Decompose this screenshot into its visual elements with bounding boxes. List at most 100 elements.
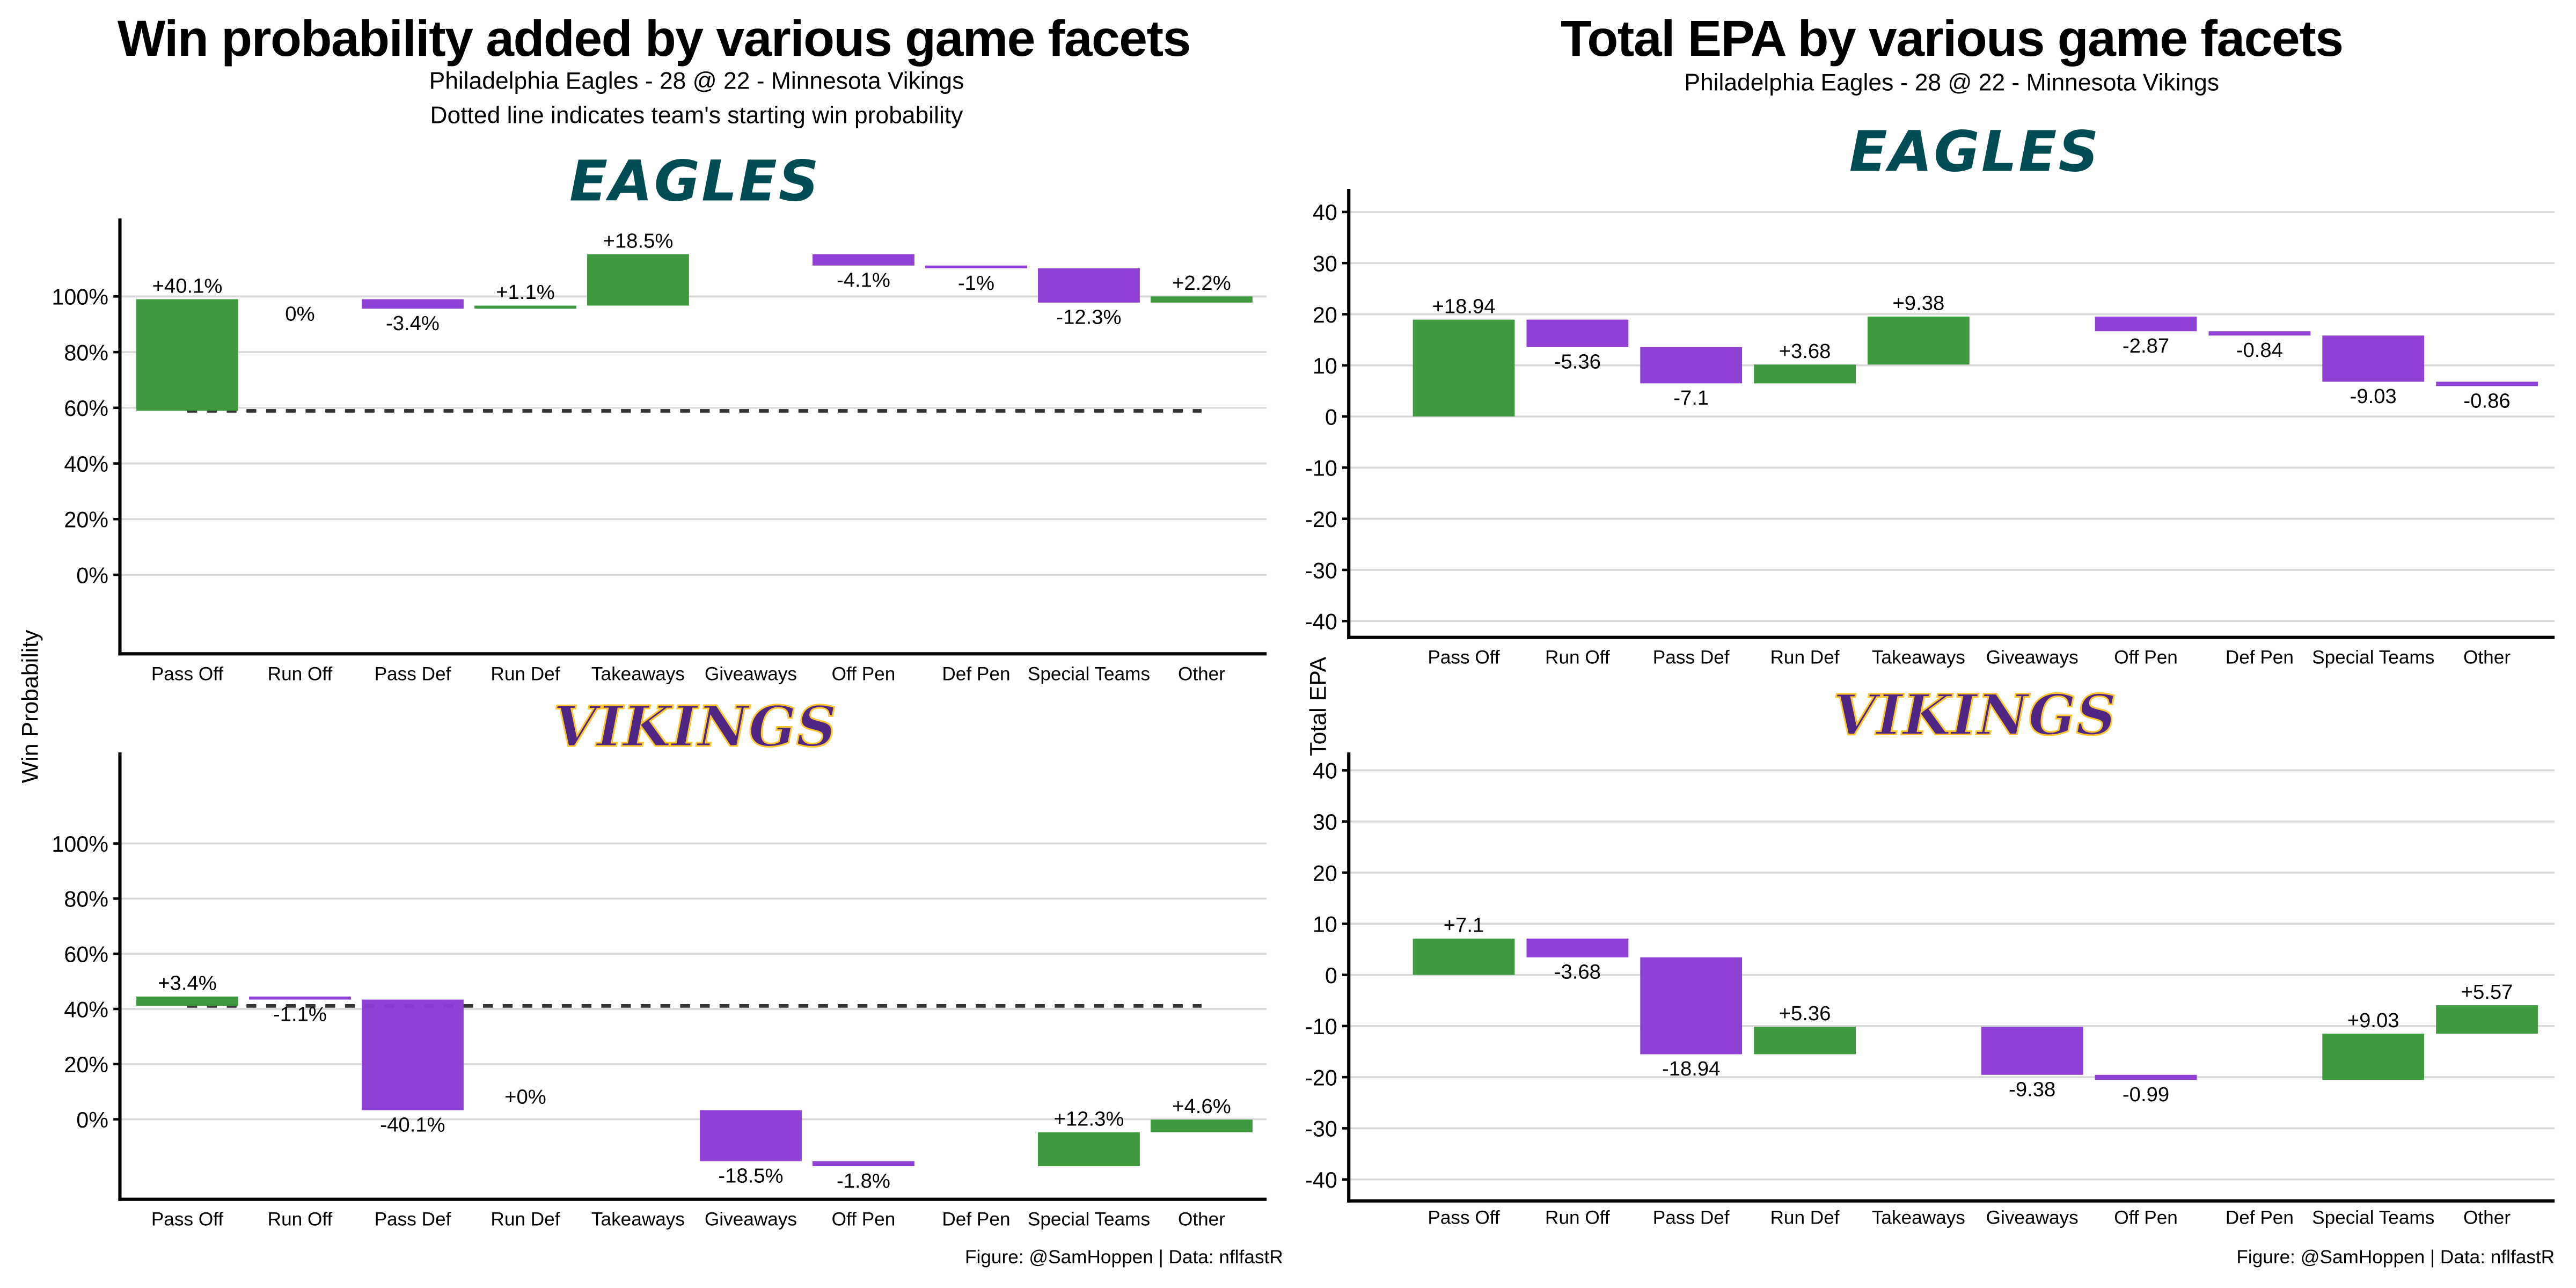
y-tick-label: -30 bbox=[1305, 558, 1337, 583]
x-tick-label: Pass Off bbox=[1428, 647, 1500, 668]
bar-value-label: -0.84 bbox=[2236, 339, 2283, 362]
bar-value-label: +1.1% bbox=[496, 281, 555, 304]
waterfall-bar bbox=[1038, 268, 1140, 303]
x-tick-label: Off Pen bbox=[832, 1209, 896, 1230]
bar-value-label: +0% bbox=[504, 1085, 546, 1108]
y-tick-label: 30 bbox=[1313, 810, 1337, 835]
y-tick-label: 20 bbox=[1313, 303, 1337, 327]
x-tick-label: Pass Off bbox=[151, 1209, 224, 1230]
x-tick-label: Giveaways bbox=[1986, 647, 2079, 668]
waterfall-bar bbox=[1038, 1132, 1140, 1166]
waterfall-bar bbox=[813, 1161, 914, 1166]
x-tick-label: Takeaways bbox=[591, 663, 685, 684]
y-tick-label: 10 bbox=[1313, 912, 1337, 937]
x-tick-label: Other bbox=[2463, 1208, 2511, 1228]
y-tick-label: 40% bbox=[64, 997, 108, 1022]
waterfall-bar bbox=[362, 299, 464, 309]
y-tick-label: 100% bbox=[52, 832, 108, 857]
waterfall-bar bbox=[1151, 296, 1253, 303]
bar-value-label: -3.68 bbox=[1554, 961, 1601, 984]
bar-value-label: -1% bbox=[958, 272, 994, 295]
waterfall-bar bbox=[1754, 364, 1856, 384]
y-tick-label: 30 bbox=[1313, 252, 1337, 276]
bar-value-label: +40.1% bbox=[152, 274, 223, 297]
bar-value-label: +9.03 bbox=[2347, 1009, 2399, 1032]
x-tick-label: Pass Def bbox=[1653, 1208, 1730, 1228]
bar-value-label: +2.2% bbox=[1172, 272, 1231, 295]
bar-value-label: +4.6% bbox=[1172, 1095, 1231, 1118]
y-tick-label: -40 bbox=[1305, 610, 1337, 634]
y-tick-label: 20 bbox=[1313, 861, 1337, 885]
x-tick-label: Run Off bbox=[268, 1209, 333, 1230]
x-tick-label: Run Def bbox=[1770, 1208, 1839, 1228]
y-tick-label: 60% bbox=[64, 396, 108, 421]
x-tick-label: Run Off bbox=[268, 663, 333, 684]
x-tick-label: Off Pen bbox=[832, 663, 896, 684]
bar-value-label: +12.3% bbox=[1054, 1108, 1124, 1131]
bar-value-label: +7.1 bbox=[1444, 914, 1484, 937]
x-tick-label: Special Teams bbox=[1028, 663, 1150, 684]
epa-caption: Figure: @SamHoppen | Data: nflfastR bbox=[2236, 1248, 2555, 1269]
x-tick-label: Off Pen bbox=[2114, 647, 2178, 668]
bar-value-label: -18.94 bbox=[1662, 1057, 1720, 1080]
waterfall-bar bbox=[1413, 938, 1515, 975]
bar-value-label: -12.3% bbox=[1056, 306, 1121, 329]
y-tick-label: 0 bbox=[1325, 963, 1337, 988]
x-tick-label: Off Pen bbox=[2114, 1208, 2178, 1228]
x-tick-label: Run Off bbox=[1545, 647, 1610, 668]
bar-value-label: +9.38 bbox=[1892, 292, 1944, 315]
waterfall-bar bbox=[1151, 1119, 1253, 1132]
x-tick-label: Special Teams bbox=[1028, 1209, 1150, 1230]
y-tick-label: 0 bbox=[1325, 405, 1337, 429]
waterfall-bar bbox=[2095, 1074, 2197, 1080]
bar-value-label: -4.1% bbox=[837, 269, 890, 292]
waterfall-bar bbox=[1526, 319, 1629, 347]
waterfall-bar bbox=[136, 996, 238, 1006]
waterfall-bar bbox=[1981, 1027, 2083, 1075]
y-tick-label: -40 bbox=[1305, 1168, 1337, 1192]
vikings-logo: VIKINGS bbox=[552, 694, 837, 762]
x-tick-label: Other bbox=[1178, 663, 1225, 684]
wp-subtitle: Philadelphia Eagles - 28 @ 22 - Minnesot… bbox=[429, 69, 964, 96]
bar-value-label: -2.87 bbox=[2123, 334, 2169, 357]
x-tick-label: Giveaways bbox=[1986, 1208, 2079, 1228]
eagles-logo-epa: EAGLES bbox=[1849, 120, 2101, 186]
y-tick-label: 40 bbox=[1313, 759, 1337, 784]
x-tick-label: Pass Def bbox=[375, 1209, 451, 1230]
x-tick-label: Takeaways bbox=[1872, 1208, 1965, 1228]
y-tick-label: 100% bbox=[52, 285, 108, 310]
waterfall-bar bbox=[474, 305, 576, 309]
bar-value-label: +5.36 bbox=[1779, 1002, 1831, 1025]
y-tick-label: 20% bbox=[64, 508, 108, 532]
bar-value-label: +5.57 bbox=[2461, 980, 2513, 1004]
bar-value-label: -9.03 bbox=[2350, 385, 2397, 408]
waterfall-bar bbox=[925, 265, 1027, 268]
waterfall-bar bbox=[813, 254, 914, 266]
waterfall-bar bbox=[1640, 957, 1743, 1055]
vikings-logo-epa: VIKINGS bbox=[1832, 683, 2117, 750]
y-tick-label: 80% bbox=[64, 887, 108, 912]
waterfall-bar bbox=[587, 254, 689, 306]
bar-value-label: +3.4% bbox=[158, 972, 217, 995]
y-tick-label: -20 bbox=[1305, 507, 1337, 532]
x-tick-label: Pass Off bbox=[151, 663, 224, 684]
x-tick-label: Pass Def bbox=[375, 663, 451, 684]
bar-value-label: -7.1 bbox=[1673, 386, 1709, 409]
bar-value-label: +18.94 bbox=[1432, 295, 1495, 318]
eagles-logo: EAGLES bbox=[569, 149, 821, 216]
waterfall-bar bbox=[1754, 1027, 1856, 1055]
bar-value-label: 0% bbox=[285, 302, 314, 325]
x-tick-label: Run Off bbox=[1545, 1208, 1610, 1228]
y-tick-label: -10 bbox=[1305, 1014, 1337, 1039]
bar-value-label: +18.5% bbox=[603, 229, 674, 252]
y-tick-label: 80% bbox=[64, 340, 108, 365]
wp-title: Win probability added by various game fa… bbox=[117, 10, 1191, 68]
waterfall-bar bbox=[1413, 319, 1515, 417]
x-tick-label: Def Pen bbox=[942, 663, 1010, 684]
waterfall-bar bbox=[136, 299, 238, 411]
waterfall-bar bbox=[2208, 331, 2311, 336]
bar-value-label: -5.36 bbox=[1554, 350, 1601, 373]
